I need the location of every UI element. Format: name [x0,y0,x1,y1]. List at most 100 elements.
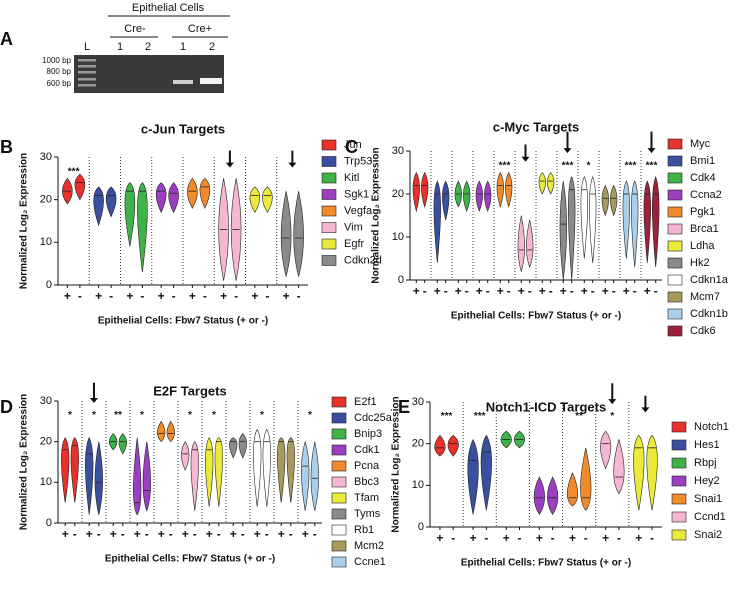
violin [589,175,597,263]
significance: * [308,410,312,421]
violin [496,171,504,208]
legend-swatch [667,223,683,235]
x-tick-label: - [570,284,574,298]
x-tick-label: - [423,284,427,298]
x-tick-label: - [172,289,176,303]
lane-label: 2 [145,41,151,53]
x-tick-label: - [297,289,301,303]
violin [580,176,588,259]
panel-label: D [0,397,13,417]
x-tick-label: + [602,531,609,545]
chart: D E2F Targets 0 10 20 30 Normalized Log₂ Expre… [0,382,393,568]
x-tick-label: - [78,289,82,303]
arrow-head [90,398,98,404]
violin [301,440,310,511]
x-tick-label: - [121,527,125,541]
legend-label: Tfam [354,492,379,504]
violin [643,180,651,263]
violin [467,438,479,515]
legend-swatch [331,556,347,568]
legend-swatch [331,460,347,472]
violin [70,437,79,503]
x-tick-label: - [265,527,269,541]
x-tick-label: + [569,531,576,545]
legend-label: Hk2 [690,257,710,269]
arrow-head [641,407,650,413]
violin [566,472,579,507]
legend-label: Vim [344,221,363,233]
x-tick-label: + [126,289,133,303]
significance: * [140,410,144,421]
x-tick-label: + [220,289,227,303]
arrow-head [647,148,656,154]
significance: *** [646,161,658,172]
legend-swatch [331,524,347,536]
significance: *** [474,411,486,422]
legend-swatch [671,511,687,523]
x-tick-label: + [436,531,443,545]
violin [412,171,420,213]
y-tick-label: 30 [40,395,52,407]
y-tick-label: 20 [392,188,404,200]
x-tick-label: + [434,284,441,298]
x-tick-label: - [289,527,293,541]
legend-swatch [671,493,687,505]
y-axis-label: Normalized Log₂ Expression [371,147,382,283]
violin [166,420,175,443]
ladder-bands [78,59,96,87]
legend-label: Jun [344,139,362,151]
significance: * [92,410,96,421]
violin [433,180,441,263]
panel-label: E [398,397,410,417]
violin [580,447,592,511]
significance: * [68,410,72,421]
y-tick-label: 20 [40,194,52,206]
arrow-head [225,162,234,168]
significance: ** [114,410,122,421]
y-tick-label: 20 [412,438,424,450]
violin [205,437,214,507]
legend-label: Ldha [690,240,715,252]
arrow-head [563,148,572,154]
significance: * [260,410,264,421]
chart-title: c-Myc Targets [493,119,579,134]
x-tick-label: - [484,531,488,545]
legend-label: Rbpj [694,457,717,469]
violin [613,438,625,495]
x-tick-label: + [189,289,196,303]
violin [475,180,483,213]
violin [631,180,639,268]
legend-label: Cdkn1a [690,274,729,286]
legend-label: Kitl [344,172,359,184]
ladder-label: 600 bp [47,79,72,88]
x-tick-label: + [539,284,546,298]
legend-swatch [321,222,337,233]
y-tick-label: 20 [40,436,52,448]
violin [480,434,492,511]
violin [118,433,127,455]
panel-label: B [0,137,13,157]
legend-swatch [321,156,337,167]
legend-label: Rb1 [354,524,374,536]
y-tick-label: 30 [40,151,52,163]
legend-swatch [331,412,347,424]
lane-label: 2 [209,41,215,53]
legend-label: Trp53 [344,155,372,167]
band [173,80,193,84]
y-tick-label: 10 [40,476,52,488]
x-tick-label: + [536,531,543,545]
legend-label: E2f1 [354,396,377,408]
x-tick-label: + [134,527,141,541]
legend-swatch [667,308,683,320]
y-tick-label: 0 [418,521,424,533]
violin [190,441,199,511]
x-tick-label: - [612,284,616,298]
x-tick-label: + [278,527,285,541]
x-tick-label: + [497,284,504,298]
x-tick-label: + [476,284,483,298]
chart-title: Notch1-ICD Targets [486,399,606,414]
violin [253,428,262,507]
legend-label: Tyms [354,508,381,520]
violin [94,441,103,515]
violin [286,437,295,503]
